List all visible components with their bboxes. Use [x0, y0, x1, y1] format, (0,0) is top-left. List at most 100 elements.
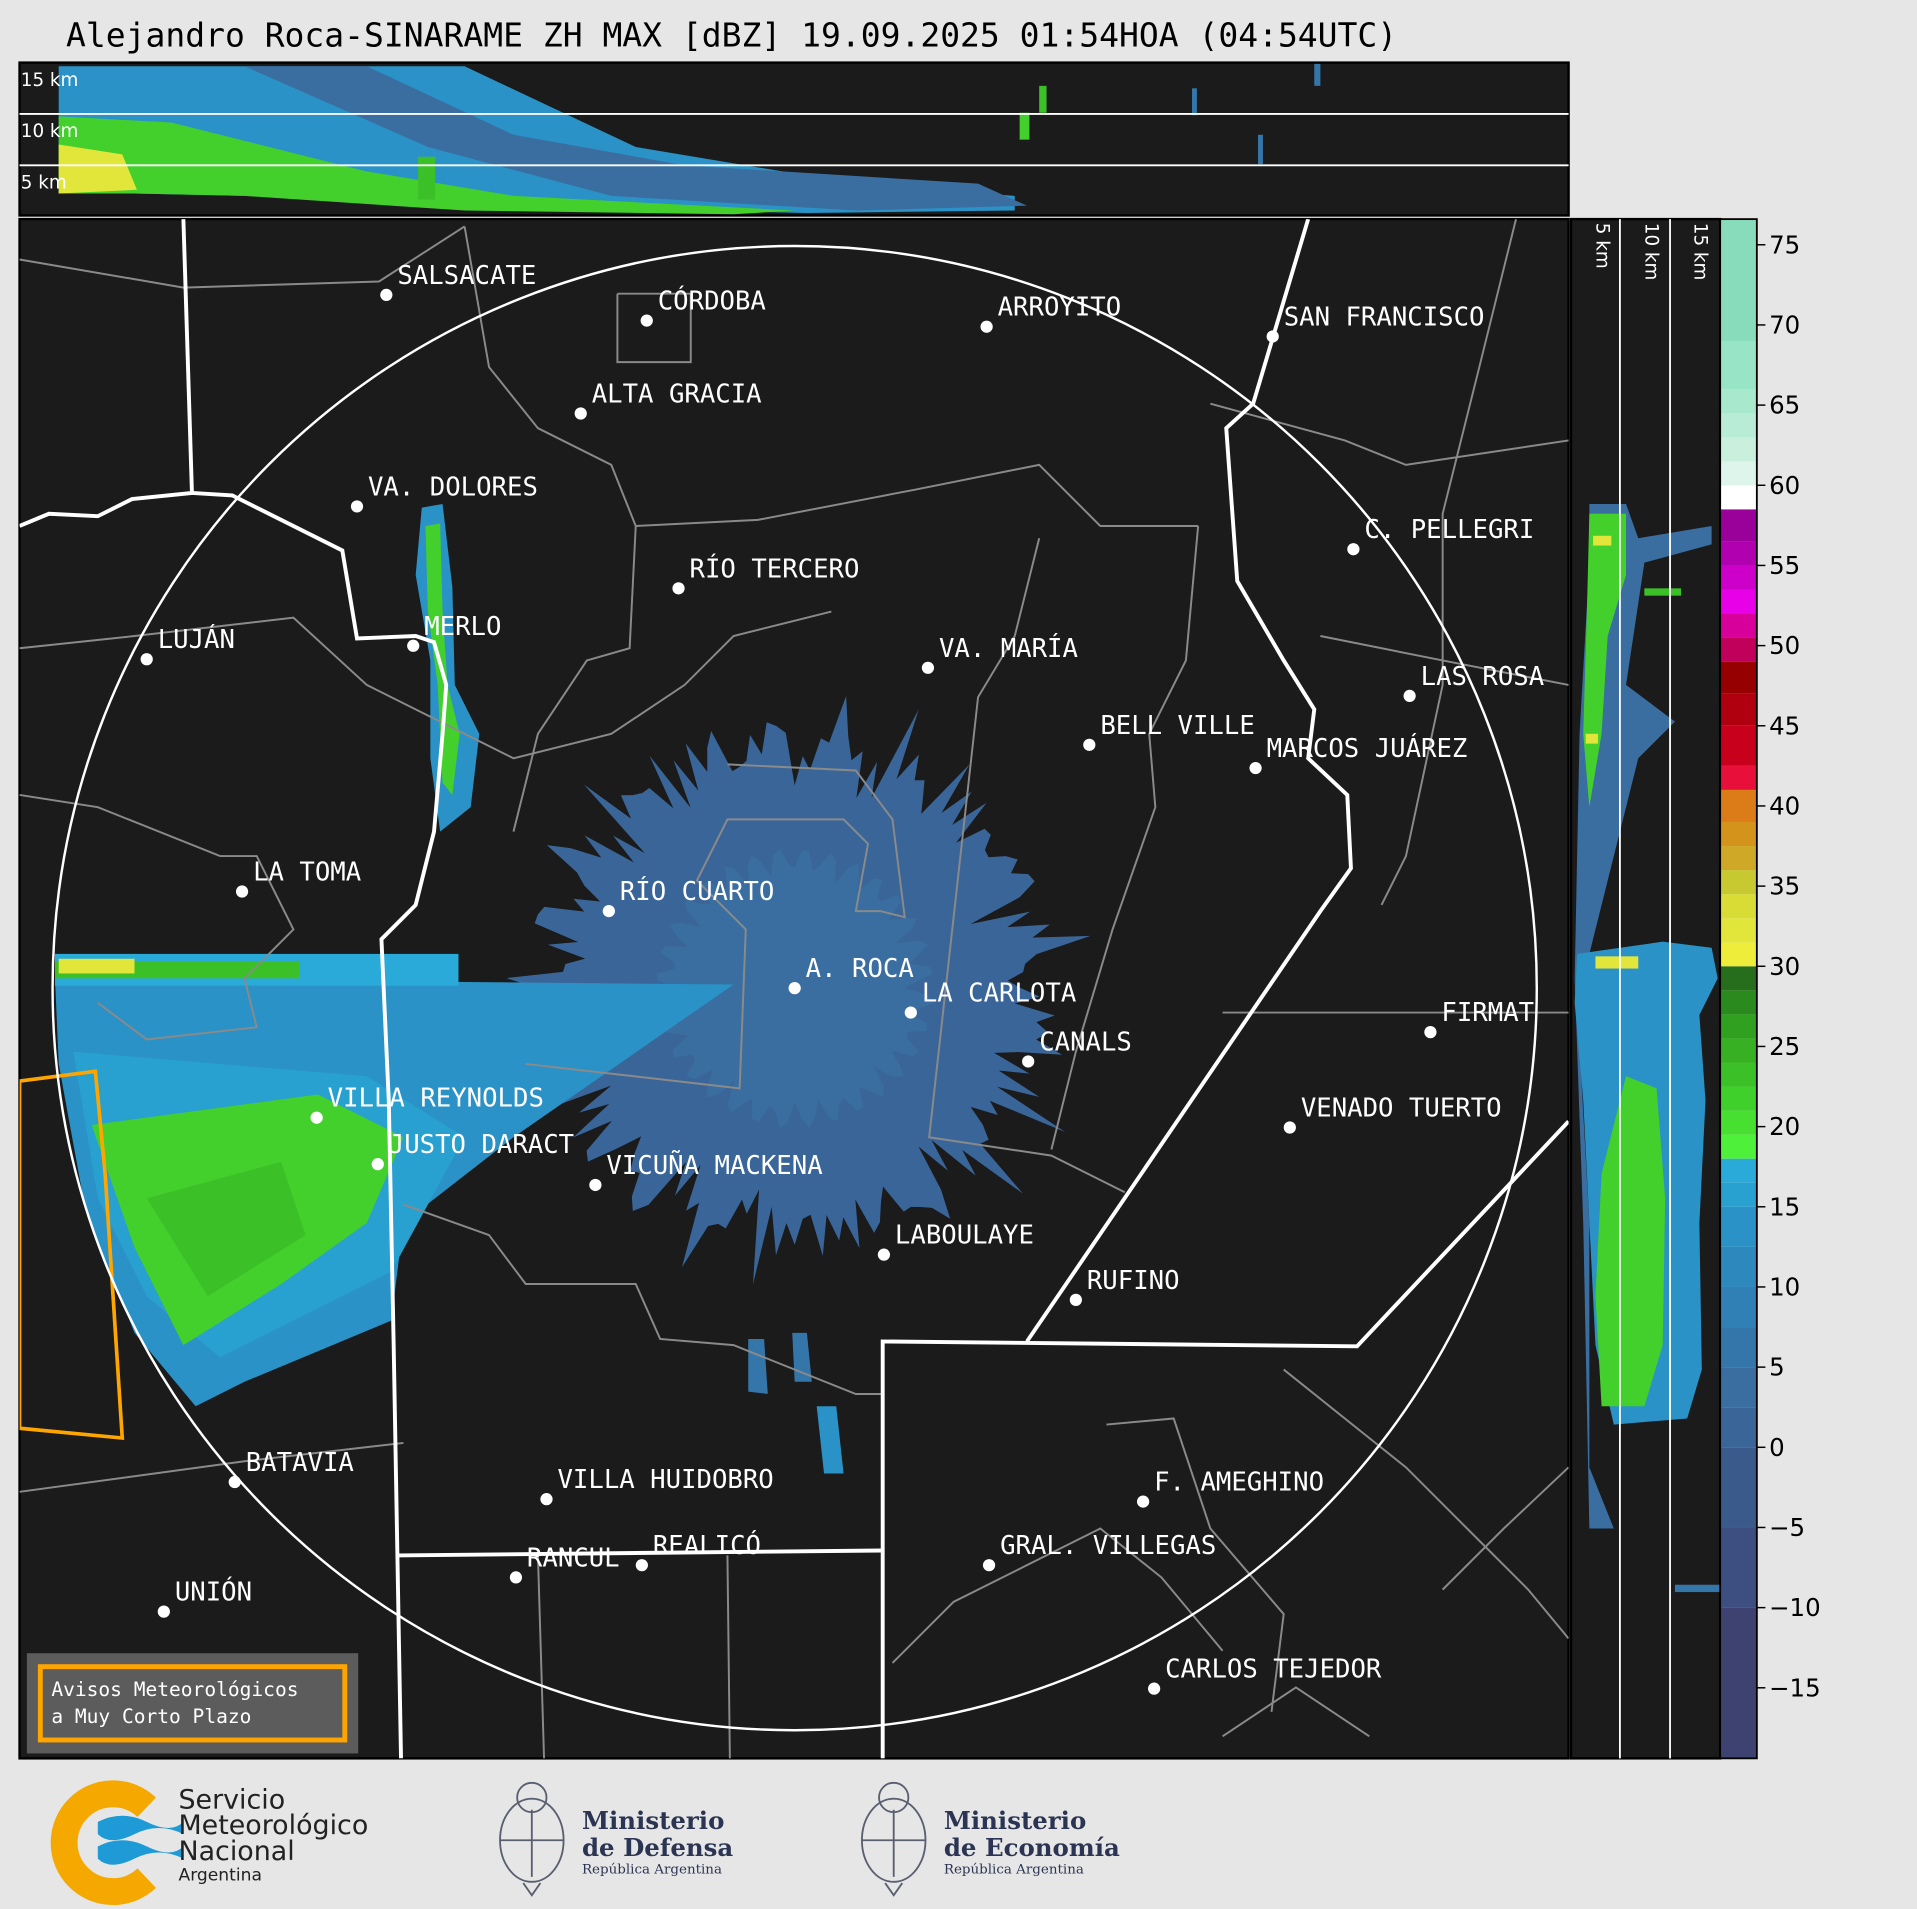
city-label: C. PELLEGRI [1364, 515, 1534, 545]
colorbar-segment [1720, 894, 1757, 919]
warning-area-polygon [19, 1069, 125, 1441]
city-marker[interactable]: SALSACATE [380, 261, 536, 302]
colorbar-tick-label: 65 [1769, 391, 1800, 420]
warning-legend-line2: a Muy Corto Plazo [51, 1705, 251, 1728]
city-marker[interactable]: SAN FRANCISCO [1266, 302, 1485, 343]
argentina-coat-of-arms-icon [860, 1781, 927, 1897]
colorbar-segment [1720, 1158, 1757, 1183]
city-marker[interactable]: MARCOS JUÁREZ [1249, 732, 1468, 775]
colorbar-segment [1720, 1086, 1757, 1111]
city-dot [228, 1475, 241, 1489]
colorbar-segment [1720, 219, 1757, 341]
height-label-5km: 5 km [21, 173, 67, 194]
city-dot [1136, 1495, 1150, 1508]
top-echo-yellow [58, 144, 137, 194]
city-marker[interactable]: ALTA GRACIA [574, 380, 762, 420]
city-dot [1083, 738, 1096, 751]
city-dot [540, 1493, 553, 1506]
colorbar-segment [1720, 1246, 1757, 1287]
ministerio-economia-logo: Ministerio de Economía República Argenti… [860, 1781, 1120, 1897]
city-marker[interactable]: A. ROCA [788, 954, 914, 995]
colorbar-tick-label: 45 [1769, 711, 1800, 740]
colorbar-segment [1720, 389, 1757, 414]
side-height-label-5km: 5 km [1592, 223, 1613, 269]
city-marker[interactable]: UNIÓN [157, 1576, 252, 1618]
smn-name-line2: Meteorológico [178, 1810, 368, 1841]
city-dot [350, 500, 364, 513]
side-height-label-10km: 10 km [1641, 223, 1662, 281]
defensa-line2: de Defensa [582, 1833, 733, 1862]
top-cross-section-panel: 15 km 10 km 5 km [18, 61, 1570, 217]
echo-west-strip-yellow [58, 958, 135, 974]
city-label: MARCOS JUÁREZ [1267, 732, 1468, 764]
colorbar-tick-label: 50 [1769, 631, 1800, 660]
colorbar-tick-label: −15 [1769, 1673, 1821, 1702]
city-marker[interactable]: LUJÁN [140, 623, 235, 666]
city-markers: SALSACATE CÓRDOBA ARROYITO SAN FRANCISCO ALT… [140, 261, 1545, 1695]
economia-line1: Ministerio [944, 1806, 1086, 1835]
city-dot [235, 885, 249, 898]
city-label: MERLO [424, 612, 501, 642]
city-marker[interactable]: VA. MARÍA [921, 632, 1078, 674]
city-label: RUFINO [1087, 1266, 1180, 1296]
city-dot [982, 1559, 996, 1572]
city-label: SAN FRANCISCO [1284, 302, 1485, 332]
city-marker[interactable]: BATAVIA [228, 1448, 354, 1489]
side-echo-cell [1674, 1584, 1721, 1593]
city-dot [877, 1248, 891, 1261]
colorbar-segment [1720, 1407, 1757, 1448]
city-marker[interactable]: FIRMAT [1424, 998, 1534, 1039]
city-dot [140, 653, 153, 666]
radar-map[interactable]: SALSACATE CÓRDOBA ARROYITO SAN FRANCISCO ALT… [18, 217, 1570, 1760]
city-marker[interactable]: F. AMEGHINO [1136, 1468, 1324, 1508]
city-marker[interactable]: REALICÓ [635, 1529, 761, 1572]
city-dot [602, 904, 615, 918]
colorbar-segment [1720, 541, 1757, 566]
colorbar-segment [1720, 1062, 1757, 1087]
city-marker[interactable]: LA TOMA [235, 858, 361, 898]
city-marker[interactable]: VICUÑA MACKENA [589, 1149, 823, 1192]
city-marker[interactable]: GRAL. VILLEGAS [982, 1531, 1216, 1572]
city-marker[interactable]: LA CARLOTA [904, 979, 1077, 1019]
defensa-line1: Ministerio [582, 1806, 724, 1835]
city-marker[interactable]: C. PELLEGRI [1347, 515, 1534, 556]
city-marker[interactable]: CÓRDOBA [640, 285, 766, 327]
city-marker[interactable]: JUSTO DARACT [371, 1130, 574, 1171]
city-label: FIRMAT [1441, 998, 1534, 1028]
side-echo-yellow [1593, 535, 1612, 546]
city-marker[interactable]: RANCUL [509, 1543, 620, 1584]
city-label: LA CARLOTA [922, 979, 1076, 1009]
top-echo-darkblue [244, 66, 1027, 211]
colorbar-segment [1720, 1607, 1757, 1759]
colorbar-segment [1720, 485, 1757, 510]
argentina-coat-of-arms-icon [499, 1781, 565, 1897]
city-marker[interactable]: VILLA REYNOLDS [310, 1084, 544, 1124]
city-dot [640, 314, 653, 327]
colorbar-segment [1720, 966, 1757, 991]
warning-legend-line1: Avisos Meteorológicos [51, 1678, 298, 1701]
city-marker[interactable]: CANALS [1022, 1027, 1132, 1068]
reflectivity-echoes [55, 503, 1091, 1474]
city-marker[interactable]: VENADO TUERTO [1283, 1093, 1502, 1134]
warning-legend[interactable]: Avisos Meteorológicos a Muy Corto Plazo [26, 1653, 359, 1754]
height-label-10km: 10 km [21, 121, 79, 142]
city-marker[interactable]: LAS ROSA [1403, 662, 1545, 703]
city-marker[interactable]: MERLO [407, 612, 501, 652]
city-marker[interactable]: LABOULAYE [877, 1221, 1034, 1261]
city-marker[interactable]: VILLA HUIDOBRO [540, 1465, 774, 1506]
city-label: LA TOMA [253, 858, 361, 888]
city-marker[interactable]: BELL VILLE [1083, 711, 1255, 751]
top-echo-green [58, 116, 795, 215]
city-marker[interactable]: RÍO CUARTO [602, 875, 775, 918]
city-label: CANALS [1039, 1027, 1132, 1057]
colorbar-segment [1720, 637, 1757, 662]
city-marker[interactable]: ARROYITO [980, 293, 1122, 333]
city-label: UNIÓN [175, 1576, 252, 1608]
city-marker[interactable]: RÍO TERCERO [672, 552, 859, 595]
city-dot [380, 288, 393, 302]
city-marker[interactable]: RUFINO [1069, 1266, 1180, 1306]
colorbar-segment [1720, 1527, 1757, 1608]
city-marker[interactable]: CARLOS TEJEDOR [1147, 1655, 1382, 1695]
city-marker[interactable]: VA. DOLORES [350, 472, 538, 513]
